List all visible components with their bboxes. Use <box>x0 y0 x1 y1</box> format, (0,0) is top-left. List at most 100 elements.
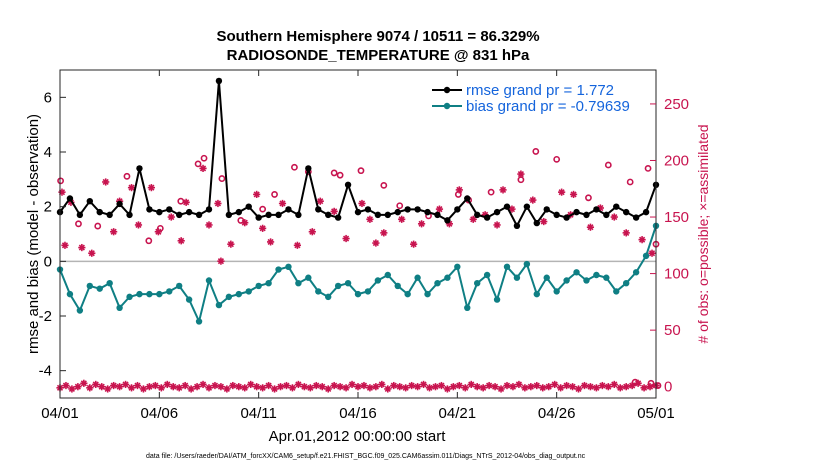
rmse-point <box>215 77 223 85</box>
legend: rmse grand pr = 1.772 bias grand pr = -0… <box>432 82 630 115</box>
count-assimilated-marker <box>217 383 225 391</box>
x-tick-label: 04/11 <box>240 405 276 422</box>
bias-point <box>215 301 223 309</box>
rmse-point <box>434 211 441 219</box>
count-assimilated-marker <box>640 384 648 392</box>
rmse-point <box>593 206 600 213</box>
count-assimilated-marker <box>455 381 463 390</box>
rmse-point <box>603 211 610 219</box>
count-possible-marker <box>123 172 131 180</box>
count-assimilated-marker <box>479 384 487 392</box>
count-assimilated-marker <box>410 240 418 248</box>
bias-point <box>613 288 620 295</box>
rmse-point <box>66 195 74 202</box>
rmse-point <box>553 211 560 219</box>
count-assimilated-marker <box>205 384 213 392</box>
count-assimilated-marker <box>533 381 541 390</box>
bias-point <box>325 293 332 301</box>
count-assimilated-marker <box>568 383 577 391</box>
count-assimilated-marker <box>300 383 308 391</box>
count-possible-marker <box>75 220 82 228</box>
count-assimilated-marker <box>92 380 100 389</box>
x-tick-label: 04/26 <box>538 405 576 422</box>
rmse-point <box>513 222 521 229</box>
count-assimilated-marker <box>497 385 505 393</box>
count-assimilated-marker <box>288 384 297 392</box>
bias-point <box>315 288 322 295</box>
count-assimilated-marker <box>116 383 124 391</box>
bias-point <box>225 293 233 301</box>
count-assimilated-marker <box>235 383 243 391</box>
count-assimilated-marker <box>205 221 213 229</box>
count-assimilated-marker <box>121 380 130 389</box>
count-assimilated-marker <box>145 383 153 391</box>
count-assimilated-marker <box>598 381 606 390</box>
count-assimilated-marker <box>435 205 444 213</box>
count-assimilated-marker <box>604 383 612 391</box>
y-tick-label: -4 <box>39 363 52 380</box>
count-assimilated-marker <box>199 164 207 172</box>
count-possible-marker <box>271 191 278 198</box>
count-assimilated-marker <box>217 257 225 265</box>
count-assimilated-marker <box>628 381 636 390</box>
bias-point <box>374 277 382 284</box>
rmse-point <box>493 208 501 216</box>
bias-point <box>255 282 262 290</box>
y-tick-label: -2 <box>39 308 52 325</box>
bias-point <box>583 277 590 284</box>
count-possible-marker <box>57 177 64 185</box>
count-possible-marker <box>291 163 298 171</box>
bias-point <box>573 269 580 276</box>
count-assimilated-marker <box>199 380 207 389</box>
count-assimilated-marker <box>157 384 165 392</box>
rmse-point <box>225 211 233 219</box>
bias-point <box>136 290 143 298</box>
count-assimilated-marker <box>586 223 595 231</box>
bias-point <box>86 282 94 290</box>
bias-point <box>503 263 511 270</box>
bias-point <box>106 280 113 287</box>
bias-point <box>176 282 183 290</box>
rmse-point <box>563 214 570 221</box>
chart-title: Southern Hemisphere 9074 / 10511 = 86.32… <box>216 28 539 45</box>
count-assimilated-marker <box>461 384 469 392</box>
bias-point <box>305 274 312 281</box>
count-assimilated-marker <box>214 199 222 208</box>
rmse-point <box>106 211 113 219</box>
count-assimilated-marker <box>469 215 477 223</box>
count-assimilated-marker <box>127 384 136 392</box>
rmse-point <box>334 214 342 221</box>
count-assimilated-marker <box>308 228 316 236</box>
bias-point <box>553 288 560 295</box>
count-assimilated-marker <box>455 186 463 194</box>
bias-point <box>603 274 610 281</box>
bias-point <box>146 290 153 298</box>
count-assimilated-marker <box>354 383 362 391</box>
bias-point <box>275 266 282 273</box>
bias-point <box>623 280 630 287</box>
bias-point <box>642 252 650 260</box>
count-assimilated-marker <box>557 384 565 392</box>
count-assimilated-marker <box>398 215 406 223</box>
count-assimilated-marker <box>378 380 386 389</box>
count-assimilated-marker <box>134 221 143 229</box>
bias-series-points <box>56 222 660 325</box>
count-assimilated-marker <box>306 384 314 392</box>
count-assimilated-marker <box>151 381 159 390</box>
count-possible-marker <box>585 194 592 202</box>
bias-point <box>483 271 491 279</box>
count-assimilated-marker <box>551 380 559 389</box>
count-assimilated-marker <box>419 380 428 389</box>
legend-rmse-marker <box>443 86 451 94</box>
count-assimilated-marker <box>88 249 96 257</box>
count-assimilated-marker <box>622 383 630 391</box>
count-assimilated-marker <box>127 184 136 192</box>
bias-point <box>166 288 173 295</box>
count-assimilated-marker <box>384 385 392 393</box>
count-assimilated-marker <box>402 384 410 392</box>
count-assimilated-marker <box>253 190 261 199</box>
count-assimilated-marker <box>509 383 517 391</box>
count-assimilated-marker <box>80 379 88 387</box>
data-file-footer: data file: /Users/raeder/DAI/ATM_forcXX/… <box>146 453 586 460</box>
bias-point <box>454 263 461 270</box>
